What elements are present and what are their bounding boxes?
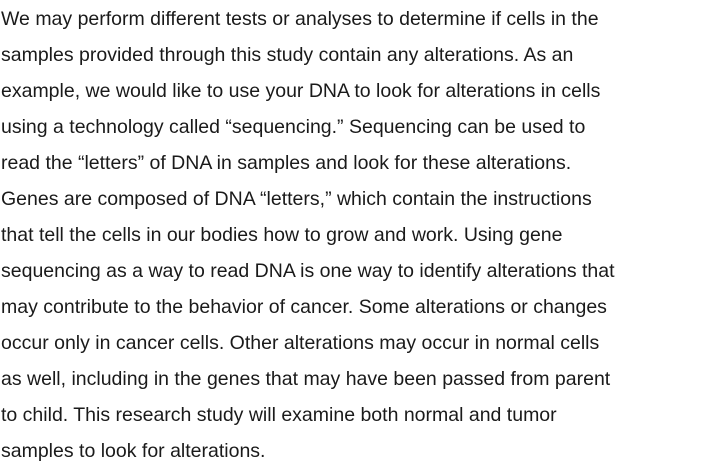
paragraph-line-10: occur only in cancer cells. Other altera… xyxy=(1,332,600,354)
paragraph-line-12: to child. This research study will exami… xyxy=(1,404,557,426)
paragraph-line-5: read the “letters” of DNA in samples and… xyxy=(1,152,572,174)
paragraph-line-13: samples to look for alterations. xyxy=(1,440,266,462)
paragraph-line-2: samples provided through this study cont… xyxy=(1,44,574,66)
paragraph-line-9: may contribute to the behavior of cancer… xyxy=(1,296,607,318)
paragraph-line-8: sequencing as a way to read DNA is one w… xyxy=(1,260,615,282)
paragraph-line-7: that tell the cells in our bodies how to… xyxy=(1,224,563,246)
paragraph-line-11: as well, including in the genes that may… xyxy=(1,368,611,390)
paragraph-line-6: Genes are composed of DNA “letters,” whi… xyxy=(1,188,592,210)
paragraph-line-4: using a technology called “sequencing.” … xyxy=(1,116,586,138)
paragraph-line-1: We may perform different tests or analys… xyxy=(1,8,599,30)
paragraph-line-3: example, we would like to use your DNA t… xyxy=(1,80,601,102)
